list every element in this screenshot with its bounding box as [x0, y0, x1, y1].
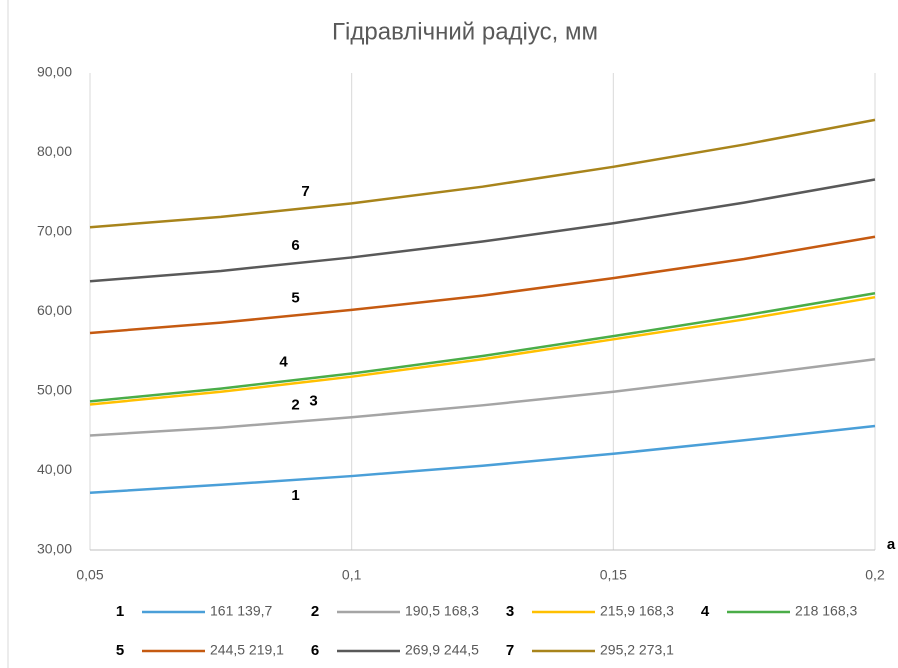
legend-label: 269,9 244,5	[405, 642, 479, 658]
legend-number: 1	[116, 603, 124, 620]
legend-label: 218 168,3	[795, 603, 857, 619]
series-line	[89, 118, 876, 229]
x-axis-label: a	[887, 536, 896, 553]
series-line	[89, 291, 876, 403]
legend-number: 2	[311, 603, 319, 620]
y-tick-label: 80,00	[37, 143, 72, 159]
legend-number: 5	[116, 642, 124, 659]
x-tick-label: 0,05	[76, 567, 103, 583]
legend-number: 6	[311, 642, 319, 659]
legend-label: 295,2 273,1	[600, 642, 674, 658]
y-tick-label: 60,00	[37, 302, 72, 318]
y-tick-label: 40,00	[37, 461, 72, 477]
legend-label: 215,9 168,3	[600, 603, 674, 619]
x-tick-label: 0,15	[600, 567, 627, 583]
y-tick-label: 50,00	[37, 382, 72, 398]
x-tick-label: 0,1	[342, 567, 362, 583]
curve-label: 3	[309, 393, 317, 410]
curve-label: 5	[291, 289, 299, 306]
legend-label: 161 139,7	[210, 603, 272, 619]
legend-label: 244,5 219,1	[210, 642, 284, 658]
y-tick-label: 90,00	[37, 64, 72, 80]
y-tick-label: 30,00	[37, 541, 72, 557]
series-line	[89, 357, 876, 437]
legend-label: 190,5 168,3	[405, 603, 479, 619]
series-line	[89, 295, 876, 406]
curve-label: 7	[301, 183, 309, 200]
legend-number: 3	[506, 603, 514, 620]
y-tick-label: 70,00	[37, 223, 72, 239]
series-line	[89, 178, 876, 283]
curve-label: 6	[291, 237, 299, 254]
series-line	[89, 235, 876, 335]
x-tick-label: 0,2	[865, 567, 885, 583]
curve-label: 4	[279, 353, 288, 370]
chart-title: Гідравлічний радіус, мм	[332, 18, 598, 45]
legend-number: 7	[506, 642, 514, 659]
curve-label: 1	[291, 487, 299, 504]
series-line	[89, 424, 876, 495]
legend-number: 4	[701, 603, 710, 620]
curve-label: 2	[291, 396, 299, 413]
